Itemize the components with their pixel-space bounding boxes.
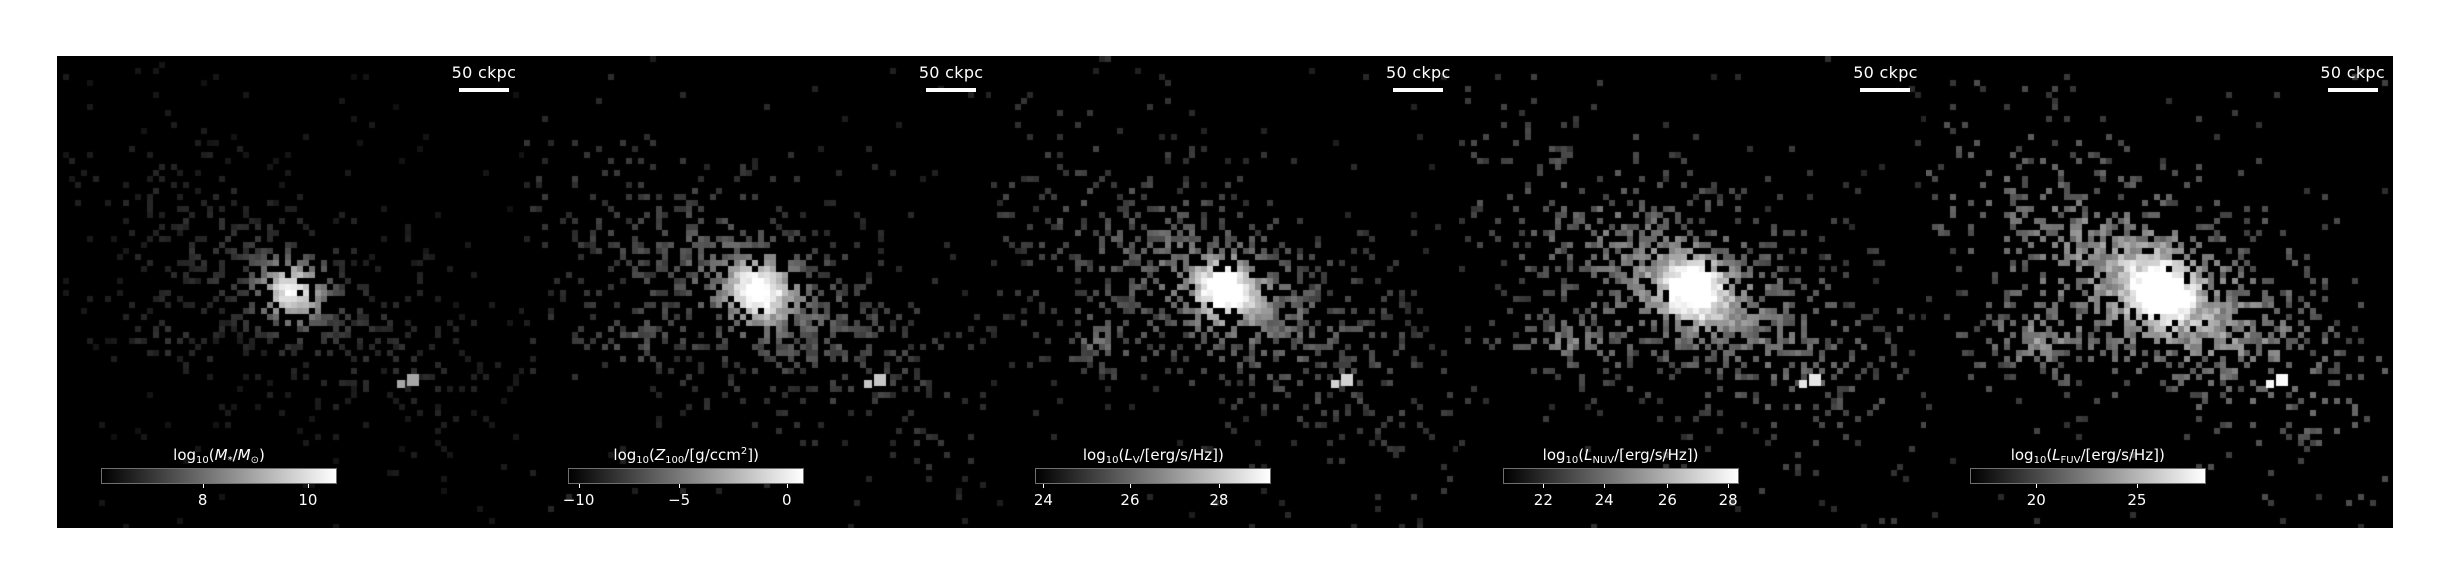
colorbar-title: log10(Z100/[g/ccm2]) — [613, 446, 759, 466]
colorbar-title: log10(LV/[erg/s/Hz]) — [1082, 446, 1224, 466]
colorbar-tick-label: 0 — [782, 491, 792, 509]
colorbar: log10(LNUV/[erg/s/Hz]) 22 24 26 28 — [1502, 446, 1739, 509]
scale-bar-line — [458, 88, 509, 92]
colorbar-tick-label: 22 — [1533, 491, 1553, 509]
colorbar-tick-label: −5 — [668, 491, 691, 509]
colorbar: log10(M*/M⊙) 8 10 — [101, 446, 337, 509]
scale-bar-label: 50 ckpc — [2320, 63, 2385, 82]
colorbar-tick-label: 24 — [1033, 491, 1053, 509]
colorbar: log10(Z100/[g/ccm2]) −10 −5 0 — [563, 446, 805, 509]
scale-bar-label: 50 ckpc — [1853, 63, 1918, 82]
colorbar-tick — [1043, 484, 1045, 488]
scale-bar-line — [2327, 88, 2378, 92]
colorbar-tick — [1543, 484, 1545, 488]
colorbar-title: log10(LFUV/[erg/s/Hz]) — [2010, 446, 2165, 466]
galaxy-maps-strip: 50 ckpc log10(M*/M⊙) 8 10 50 ckpc log10(Z… — [57, 56, 2393, 528]
colorbar-tick-label: 28 — [1718, 491, 1738, 509]
scale-bar-label: 50 ckpc — [918, 63, 984, 82]
galaxy-map-image — [57, 56, 524, 528]
colorbar-tick-label: −10 — [562, 491, 595, 509]
map-panel-metallicity: 50 ckpc log10(Z100/[g/ccm2]) −10 −5 0 — [524, 56, 992, 528]
map-panel-nuv-luminosity: 50 ckpc log10(LNUV/[erg/s/Hz]) 22 24 26 28 — [1458, 56, 1926, 528]
scale-bar-label: 50 ckpc — [1386, 63, 1451, 82]
colorbar-tick-label: 28 — [1209, 491, 1229, 509]
colorbar-tick — [1218, 484, 1220, 488]
colorbar-tick — [2036, 484, 2038, 488]
colorbar-tick-label: 26 — [1120, 491, 1140, 509]
colorbar-tick-label: 25 — [2127, 491, 2147, 509]
colorbar-tick — [307, 484, 309, 488]
colorbar-tick — [1728, 484, 1730, 488]
scale-bar: 50 ckpc — [2320, 63, 2385, 92]
scale-bar-line — [1393, 88, 1444, 92]
colorbar-tick-label: 24 — [1594, 491, 1614, 509]
galaxy-map-image — [1458, 56, 1926, 528]
scale-bar: 50 ckpc — [1853, 63, 1918, 92]
colorbar-tick — [578, 484, 580, 488]
colorbar-gradient: −10 −5 0 — [563, 468, 805, 509]
scale-bar: 50 ckpc — [452, 63, 517, 92]
colorbar: log10(LV/[erg/s/Hz]) 24 26 28 — [1034, 446, 1272, 509]
scale-bar-label: 50 ckpc — [451, 63, 517, 82]
colorbar-tick-label: 10 — [298, 491, 318, 509]
colorbar-tick — [679, 484, 681, 488]
colorbar-tick — [1667, 484, 1669, 488]
colorbar-gradient: 20 25 — [1969, 468, 2206, 509]
colorbar-tick-label: 20 — [2026, 491, 2046, 509]
colorbar-tick — [1604, 484, 1606, 488]
galaxy-map-image — [991, 56, 1459, 528]
colorbar-gradient: 22 24 26 28 — [1502, 468, 1739, 509]
colorbar-gradient: 24 26 28 — [1034, 468, 1272, 509]
colorbar: log10(LFUV/[erg/s/Hz]) 20 25 — [1969, 446, 2206, 509]
colorbar-tick — [786, 484, 788, 488]
scale-bar: 50 ckpc — [1386, 63, 1451, 92]
map-panel-fuv-luminosity: 50 ckpc log10(LFUV/[erg/s/Hz]) 20 25 — [1925, 56, 2393, 528]
scale-bar: 50 ckpc — [919, 63, 984, 92]
colorbar-title: log10(M*/M⊙) — [173, 446, 265, 466]
colorbar-tick-label: 8 — [197, 491, 208, 509]
scale-bar-line — [1860, 88, 1911, 92]
colorbar-gradient: 8 10 — [101, 468, 337, 509]
galaxy-map-image — [1925, 56, 2393, 528]
colorbar-title: log10(LNUV/[erg/s/Hz]) — [1542, 446, 1699, 466]
colorbar-tick-label: 26 — [1657, 491, 1677, 509]
galaxy-map-image — [524, 56, 992, 528]
map-panel-stellar-mass: 50 ckpc log10(M*/M⊙) 8 10 — [57, 56, 524, 528]
colorbar-tick — [2136, 484, 2138, 488]
scale-bar-line — [926, 88, 977, 92]
colorbar-tick — [1129, 484, 1131, 488]
map-panel-v-luminosity: 50 ckpc log10(LV/[erg/s/Hz]) 24 26 28 — [991, 56, 1459, 528]
colorbar-tick — [202, 484, 204, 488]
